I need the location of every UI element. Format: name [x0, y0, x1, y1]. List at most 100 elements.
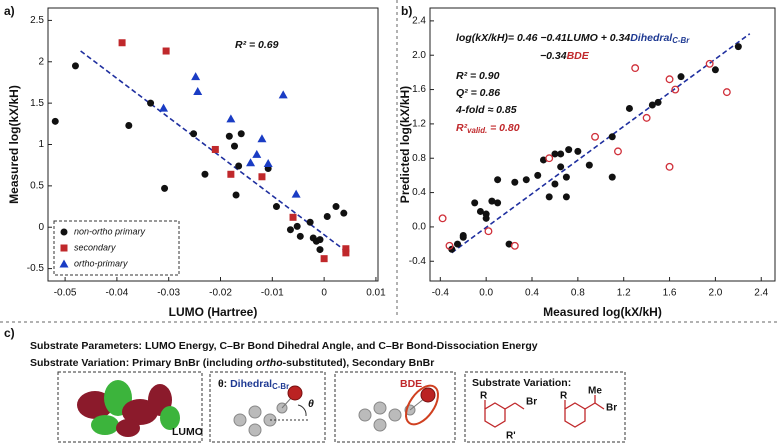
- data-point: [293, 222, 301, 230]
- x-axis-title: LUMO (Hartree): [169, 305, 258, 319]
- legend-label: secondary: [74, 242, 116, 252]
- data-point: [316, 246, 324, 254]
- text-part: Q² = 0.86: [456, 87, 500, 99]
- trend-line: [80, 50, 346, 252]
- data-point: [454, 240, 462, 248]
- data-point: [539, 156, 547, 164]
- data-point: [147, 99, 155, 107]
- data-point: [235, 162, 243, 170]
- annotation: 4-fold ≈ 0.85: [455, 104, 517, 116]
- x-tick-label: -0.03: [157, 288, 180, 299]
- y-tick-label: 2.4: [412, 16, 426, 27]
- text-part: R² = 0.90: [456, 70, 500, 82]
- data-point: [494, 176, 502, 184]
- bde-molecule: [358, 384, 439, 432]
- data-point: [286, 226, 294, 234]
- x-tick-label: 0.01: [366, 288, 386, 299]
- y-tick-label: 0.8: [412, 153, 426, 164]
- text-part: BDE: [567, 50, 590, 62]
- data-point: [665, 162, 674, 171]
- x-tick-label: 1.2: [617, 288, 631, 299]
- text-part: Substrate Variation:: [472, 377, 571, 389]
- box-label: θ: DihedralC-Br: [218, 378, 289, 391]
- data-point: [488, 197, 496, 205]
- annotation: R² = 0.90: [456, 70, 500, 82]
- data-point: [471, 199, 479, 207]
- data-point: [734, 43, 742, 51]
- data-point: [459, 232, 467, 239]
- data-point: [193, 87, 203, 96]
- y-tick-label: 0.4: [412, 187, 426, 198]
- annotation: −0.34BDE: [540, 50, 590, 62]
- data-point: [551, 180, 559, 188]
- data-point: [625, 104, 633, 112]
- data-point: [445, 241, 454, 250]
- y-tick-label: 0: [38, 222, 44, 233]
- y-tick-label: 2: [38, 56, 44, 67]
- data-point: [534, 171, 542, 179]
- structures: [484, 395, 605, 428]
- data-point: [323, 212, 331, 220]
- data-point: [332, 203, 340, 211]
- data-point: [225, 132, 233, 140]
- data-point: [342, 249, 350, 257]
- x-tick-label: -0.05: [54, 288, 77, 299]
- data-point: [162, 47, 170, 55]
- box-label: LUMO: [172, 426, 203, 438]
- data-point: [190, 130, 198, 138]
- data-point: [654, 98, 662, 106]
- text-part: log(kX/kH)= 0.46 −0.41LUMO + 0.34: [456, 32, 630, 44]
- text-part: 4-fold ≈ 0.85: [455, 104, 517, 116]
- dihedral-molecule: [233, 385, 310, 437]
- data-point: [51, 117, 59, 125]
- data-point: [438, 214, 447, 223]
- data-point: [71, 62, 79, 70]
- data-point: [642, 113, 651, 122]
- legend-box: [53, 220, 180, 276]
- data-point: [232, 191, 240, 199]
- y-axis-title: Predicted log(kX/kH): [398, 86, 412, 203]
- annotation: Q² = 0.86: [456, 87, 500, 99]
- data-point: [320, 255, 328, 263]
- data-point: [237, 130, 245, 138]
- data-point: [482, 214, 490, 222]
- text-part: C-Br: [272, 382, 289, 391]
- data-point: [263, 159, 273, 168]
- data-point: [448, 245, 456, 253]
- data-point: [289, 213, 297, 221]
- text-part: Substrate Variation: Primary BnBr (inclu…: [30, 357, 256, 369]
- text-part: valid.: [467, 126, 487, 135]
- text-part: Dihedral: [630, 32, 673, 44]
- data-point: [230, 142, 238, 150]
- data-point: [677, 73, 685, 81]
- y-tick-label: 2.0: [412, 50, 426, 61]
- data-point: [118, 39, 126, 47]
- box-label: θ: [308, 398, 314, 410]
- data-point: [258, 173, 266, 181]
- data-point: [476, 207, 484, 215]
- box: [464, 371, 626, 443]
- text-part: Dihedral: [230, 378, 272, 390]
- text-part: ortho: [256, 357, 283, 369]
- data-point: [278, 90, 288, 99]
- data-point: [161, 184, 169, 192]
- lumo-orbital: [77, 380, 180, 437]
- legend-label: ortho-primary: [74, 258, 128, 268]
- panel-text: Substrate Variation: Primary BnBr (inclu…: [30, 357, 434, 369]
- box-label: Substrate Variation:: [472, 377, 571, 389]
- y-tick-label: 1.5: [30, 98, 44, 109]
- annotation: R²valid. = 0.80: [456, 122, 520, 135]
- data-point: [511, 178, 519, 186]
- panel-label: a): [4, 4, 15, 18]
- text-part: LUMO: [172, 426, 203, 438]
- data-point: [631, 64, 640, 73]
- data-point: [226, 114, 236, 123]
- x-tick-label: 2.0: [708, 288, 722, 299]
- y-tick-label: 1.2: [412, 119, 426, 130]
- data-point: [340, 209, 348, 217]
- y-tick-label: 0.5: [30, 181, 44, 192]
- data-point: [562, 193, 570, 201]
- text-part: C-Br: [672, 36, 690, 45]
- data-point: [591, 132, 599, 141]
- box: [57, 371, 203, 443]
